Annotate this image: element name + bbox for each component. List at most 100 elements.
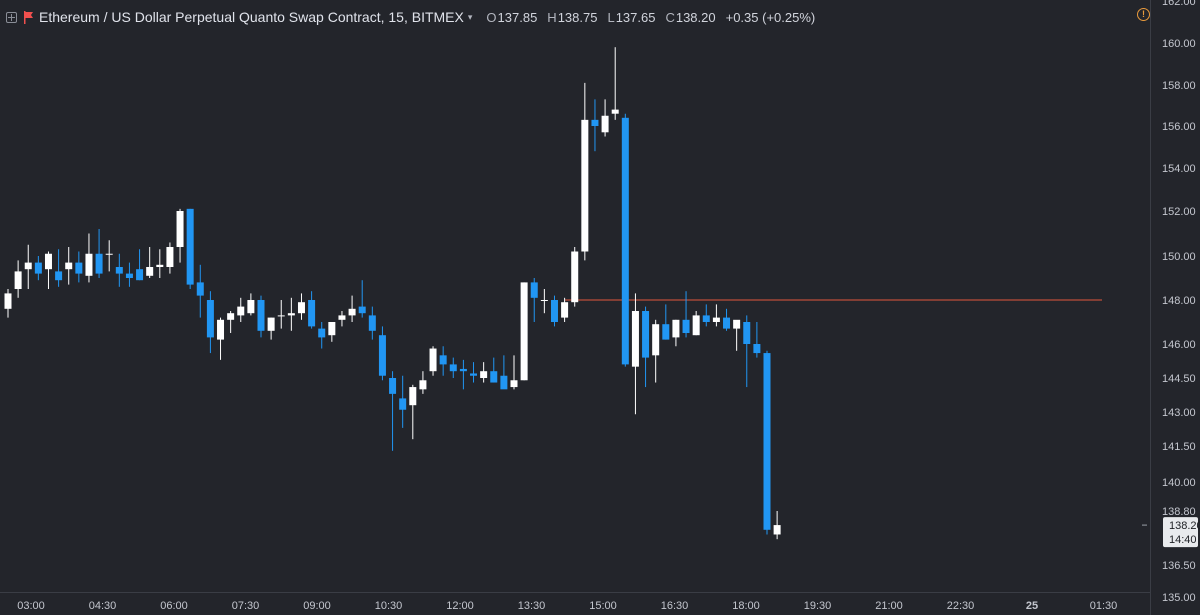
candle-body[interactable] — [378, 335, 386, 376]
candle-body[interactable] — [753, 344, 761, 354]
candle-body[interactable] — [358, 306, 366, 314]
candle-body[interactable] — [773, 525, 781, 535]
candle-body[interactable] — [642, 311, 650, 358]
candle-body[interactable] — [530, 282, 538, 298]
candle-body[interactable] — [389, 378, 397, 394]
candle-body[interactable] — [308, 300, 316, 327]
candle-body[interactable] — [75, 262, 83, 274]
candle-body[interactable] — [550, 300, 558, 322]
expand-icon[interactable] — [6, 11, 17, 23]
candle-body[interactable] — [186, 208, 194, 285]
candle-body[interactable] — [14, 271, 22, 289]
candle-body[interactable] — [480, 371, 488, 378]
candle-body[interactable] — [34, 262, 42, 274]
candle-body[interactable] — [257, 300, 265, 331]
candle-body[interactable] — [44, 253, 52, 270]
time-tick-label: 19:30 — [804, 600, 832, 612]
candle-body[interactable] — [672, 319, 680, 338]
candle-body[interactable] — [24, 262, 32, 270]
candle-body[interactable] — [409, 387, 417, 406]
time-tick-label: 01:30 — [1090, 600, 1118, 612]
time-tick-label: 10:30 — [375, 600, 403, 612]
candle-body[interactable] — [176, 211, 184, 247]
candle-body[interactable] — [601, 115, 609, 133]
price-tick-label: 136.50 — [1162, 560, 1196, 572]
candle-body[interactable] — [65, 262, 73, 270]
time-tick-label: 06:00 — [160, 600, 188, 612]
symbol-title[interactable]: Ethereum / US Dollar Perpetual Quanto Sw… — [39, 9, 464, 25]
candle-body[interactable] — [692, 315, 700, 336]
candle-body[interactable] — [277, 315, 285, 317]
price-tick-label: 162.00 — [1162, 0, 1196, 8]
time-tick-label: 07:30 — [232, 600, 260, 612]
candle-body[interactable] — [712, 317, 720, 322]
candle-body[interactable] — [652, 324, 660, 356]
candle-body[interactable] — [206, 300, 214, 338]
candle-body[interactable] — [682, 319, 690, 333]
candle-body[interactable] — [470, 373, 478, 376]
candle-body[interactable] — [4, 293, 12, 309]
candle-body[interactable] — [399, 398, 407, 410]
change-value: +0.35 (+0.25%) — [725, 9, 816, 25]
candle-body[interactable] — [611, 109, 619, 114]
candle-body[interactable] — [297, 302, 305, 314]
candle-body[interactable] — [510, 380, 518, 388]
candle-body[interactable] — [702, 315, 710, 322]
candle-body[interactable] — [227, 313, 235, 320]
time-tick-label: 15:00 — [589, 600, 617, 612]
candle-body[interactable] — [449, 364, 457, 372]
high-value: H138.75 — [547, 9, 598, 25]
candle-body[interactable] — [763, 353, 771, 530]
price-tick-label: 154.00 — [1162, 163, 1196, 175]
chevron-down-icon[interactable]: ▾ — [467, 11, 473, 22]
candle-body[interactable] — [743, 322, 751, 344]
candle-body[interactable] — [459, 368, 467, 372]
candle-body[interactable] — [419, 380, 427, 390]
candle-body[interactable] — [662, 324, 670, 340]
candle-body[interactable] — [571, 251, 579, 303]
candle-body[interactable] — [85, 253, 93, 276]
candle-body[interactable] — [287, 313, 295, 316]
candle-body[interactable] — [520, 282, 528, 381]
candle-body[interactable] — [136, 269, 144, 281]
candle-body[interactable] — [318, 328, 326, 338]
candle-body[interactable] — [338, 315, 346, 320]
candle-body[interactable] — [540, 300, 548, 301]
warning-icon[interactable]: ! — [1137, 8, 1150, 21]
candle-body[interactable] — [368, 315, 376, 331]
close-value: C138.20 — [665, 9, 716, 25]
candle-body[interactable] — [267, 317, 275, 331]
price-tick-label: 148.00 — [1162, 295, 1196, 307]
candle-body[interactable] — [166, 247, 174, 267]
candle-body[interactable] — [439, 355, 447, 365]
candle-body[interactable] — [146, 267, 154, 276]
candle-body[interactable] — [581, 119, 589, 252]
candle-body[interactable] — [156, 264, 164, 267]
candle-body[interactable] — [196, 282, 204, 296]
candle-body[interactable] — [631, 311, 639, 367]
time-tick-label: 18:00 — [732, 600, 760, 612]
candle-body[interactable] — [429, 348, 437, 372]
candle-body[interactable] — [247, 300, 255, 314]
time-tick-label: 09:00 — [303, 600, 331, 612]
candle-body[interactable] — [723, 317, 731, 329]
candle-body[interactable] — [105, 253, 113, 255]
candle-body[interactable] — [621, 117, 629, 365]
candle-body[interactable] — [591, 119, 599, 126]
candle-body[interactable] — [115, 267, 123, 274]
candle-body[interactable] — [348, 308, 356, 316]
candle-body[interactable] — [95, 253, 103, 274]
candle-body[interactable] — [125, 273, 133, 278]
flag-icon[interactable] — [24, 10, 33, 24]
candle-body[interactable] — [733, 319, 741, 329]
candle-body[interactable] — [55, 271, 63, 281]
candle-body[interactable] — [237, 306, 245, 316]
price-tick-label: 143.00 — [1162, 407, 1196, 419]
candle-body[interactable] — [561, 302, 569, 318]
candle-body[interactable] — [217, 319, 225, 340]
price-tick-label: 140.00 — [1162, 477, 1196, 489]
candle-body[interactable] — [328, 322, 336, 336]
candle-body[interactable] — [500, 375, 508, 390]
candle-body[interactable] — [490, 371, 498, 383]
